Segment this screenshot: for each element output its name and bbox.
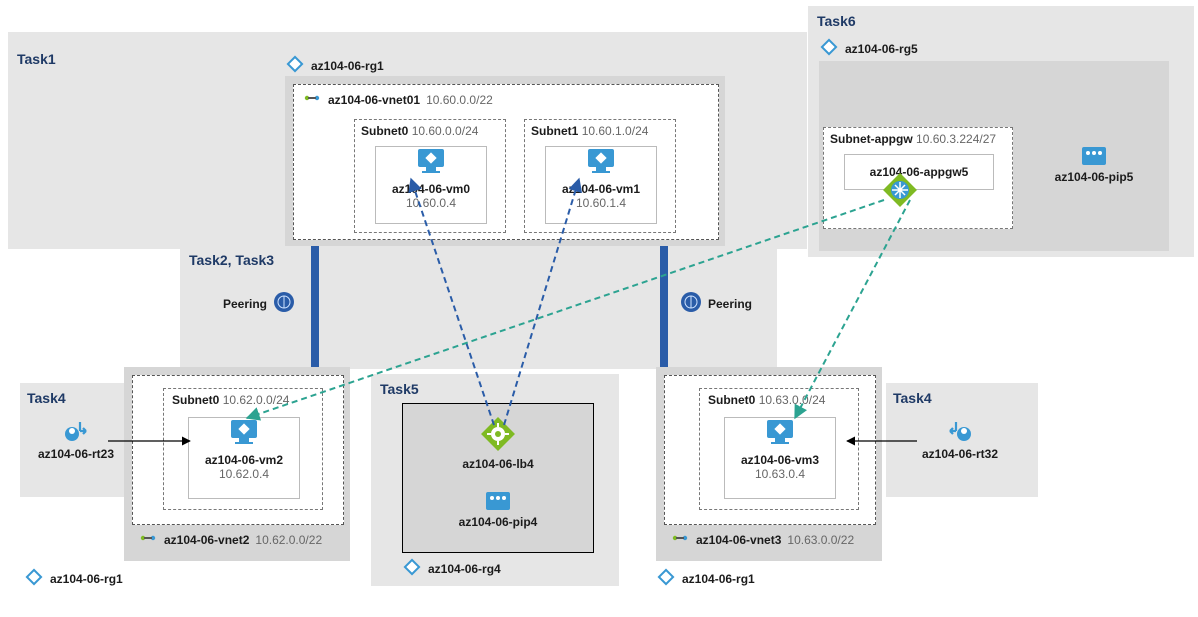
- rg1-right-label-row: az104-06-rg1: [656, 567, 755, 590]
- rg1-left-label: az104-06-rg1: [50, 572, 123, 586]
- subnet1-cidr: 10.60.1.0/24: [582, 124, 649, 138]
- peering-right-row: Peering: [680, 291, 752, 316]
- vnet2-name: az104-06-vnet2: [164, 533, 249, 547]
- vm-icon: [227, 418, 261, 449]
- subnet1-box: Subnet1 10.60.1.0/24 az104-06-vm1 10.60.…: [524, 119, 676, 233]
- rt23-label: az104-06-rt23: [28, 447, 124, 461]
- rg1-top-label-row: az104-06-rg1: [285, 54, 384, 77]
- vm2-name: az104-06-vm2: [189, 453, 299, 467]
- lb4-label: az104-06-lb4: [403, 457, 593, 471]
- peering-right-label: Peering: [708, 297, 752, 311]
- rg4-label-row: az104-06-rg4: [402, 557, 501, 580]
- route-table-icon: [62, 416, 90, 447]
- task5-title: Task5: [380, 381, 419, 397]
- rg4-box: az104-06-lb4 az104-06-pip4: [402, 403, 594, 553]
- vnet3-subnet0-box: Subnet0 10.63.0.0/24 az104-06-vm3 10.63.…: [699, 388, 859, 510]
- pip5-icon: [1080, 145, 1108, 170]
- peering-bar-left: [311, 246, 319, 367]
- vm3-ip: 10.63.0.4: [725, 467, 835, 481]
- task6-title: Task6: [817, 13, 856, 29]
- appgw-icon: [880, 170, 920, 213]
- rt32-label: az104-06-rt32: [910, 447, 1010, 461]
- task4-left-title: Task4: [27, 390, 66, 406]
- rg-icon: [819, 37, 839, 60]
- vm1-ip: 10.60.1.4: [546, 196, 656, 210]
- rg1-left: Subnet0 10.62.0.0/24 az104-06-vm2 10.62.…: [124, 367, 350, 561]
- vm0-name: az104-06-vm0: [376, 182, 486, 196]
- vm0-ip: 10.60.0.4: [376, 196, 486, 210]
- vnet-icon: [302, 91, 322, 108]
- subnet0-name: Subnet0: [361, 124, 408, 138]
- vm-icon: [584, 147, 618, 178]
- peer-icon: [273, 291, 295, 316]
- rg5-label-row: az104-06-rg5: [819, 37, 918, 60]
- vnet2-box: Subnet0 10.62.0.0/24 az104-06-vm2 10.62.…: [132, 375, 344, 525]
- vnet3-subnet0-name: Subnet0: [708, 393, 755, 407]
- vnet3-name: az104-06-vnet3: [696, 533, 781, 547]
- vnet01-box: az104-06-vnet01 10.60.0.0/22 Subnet0 10.…: [293, 84, 719, 240]
- vm0: az104-06-vm0 10.60.0.4: [375, 146, 487, 224]
- vnet01-name: az104-06-vnet01: [328, 93, 420, 107]
- vnet2-subnet0-name: Subnet0: [172, 393, 219, 407]
- vnet-icon: [670, 531, 690, 548]
- subnet0-cidr: 10.60.0.0/24: [412, 124, 479, 138]
- rg1-left-label-row: az104-06-rg1: [24, 567, 123, 590]
- vm3-name: az104-06-vm3: [725, 453, 835, 467]
- rt23: az104-06-rt23: [28, 416, 124, 461]
- subnet0-box: Subnet0 10.60.0.0/24 az104-06-vm0 10.60.…: [354, 119, 506, 233]
- peer-icon: [680, 291, 702, 316]
- pip4: az104-06-pip4: [403, 490, 593, 529]
- load-balancer-icon: [478, 414, 518, 457]
- pip5-label: az104-06-pip5: [1029, 170, 1159, 184]
- task1-title: Task1: [17, 51, 56, 67]
- vnet3-cidr: 10.63.0.0/22: [787, 533, 854, 547]
- rg1-top: az104-06-vnet01 10.60.0.0/22 Subnet0 10.…: [285, 76, 725, 246]
- subnet-appgw-name: Subnet-appgw: [830, 132, 913, 146]
- vnet3-box: Subnet0 10.63.0.0/24 az104-06-vm3 10.63.…: [664, 375, 876, 525]
- rg1-right-label: az104-06-rg1: [682, 572, 755, 586]
- pip4-label: az104-06-pip4: [403, 515, 593, 529]
- vm1-name: az104-06-vm1: [546, 182, 656, 196]
- rg5-box: Subnet-appgw 10.60.3.224/27 az104-06-app…: [819, 61, 1169, 251]
- rg-icon: [285, 54, 305, 77]
- rg1-top-label: az104-06-rg1: [311, 59, 384, 73]
- vnet2-subnet0-cidr: 10.62.0.0/24: [223, 393, 290, 407]
- lb4: az104-06-lb4: [403, 414, 593, 471]
- vnet01-cidr: 10.60.0.0/22: [426, 93, 493, 107]
- rt32: az104-06-rt32: [910, 416, 1010, 461]
- task5-region: Task5 az104-06-lb4 az10: [371, 374, 619, 586]
- vnet2-cidr: 10.62.0.0/22: [255, 533, 322, 547]
- peering-left-row: Peering: [223, 291, 295, 316]
- rg-icon: [24, 567, 44, 590]
- vnet-icon: [138, 531, 158, 548]
- vm2: az104-06-vm2 10.62.0.4: [188, 417, 300, 499]
- rg1-right: Subnet0 10.63.0.0/24 az104-06-vm3 10.63.…: [656, 367, 882, 561]
- task4-right-title: Task4: [893, 390, 932, 406]
- peering-bar-right: [660, 246, 668, 367]
- subnet1-name: Subnet1: [531, 124, 578, 138]
- subnet-appgw-cidr: 10.60.3.224/27: [916, 132, 996, 146]
- rg-icon: [402, 557, 422, 580]
- pip5-box: az104-06-pip5: [1029, 145, 1159, 184]
- rg-icon: [656, 567, 676, 590]
- vnet3-subnet0-cidr: 10.63.0.0/24: [759, 393, 826, 407]
- vm3: az104-06-vm3 10.63.0.4: [724, 417, 836, 499]
- task23-title: Task2, Task3: [189, 252, 274, 268]
- route-table-icon: [946, 416, 974, 447]
- task6-region: Task6 Subnet-appgw 10.60.3.224/27 az104-…: [808, 6, 1194, 257]
- vm1: az104-06-vm1 10.60.1.4: [545, 146, 657, 224]
- vm2-ip: 10.62.0.4: [189, 467, 299, 481]
- vnet2-subnet0-box: Subnet0 10.62.0.0/24 az104-06-vm2 10.62.…: [163, 388, 323, 510]
- peering-left-label: Peering: [223, 297, 267, 311]
- rg4-label: az104-06-rg4: [428, 562, 501, 576]
- rg5-label: az104-06-rg5: [845, 42, 918, 56]
- vm-icon: [414, 147, 448, 178]
- vm-icon: [763, 418, 797, 449]
- pip4-icon: [484, 490, 512, 515]
